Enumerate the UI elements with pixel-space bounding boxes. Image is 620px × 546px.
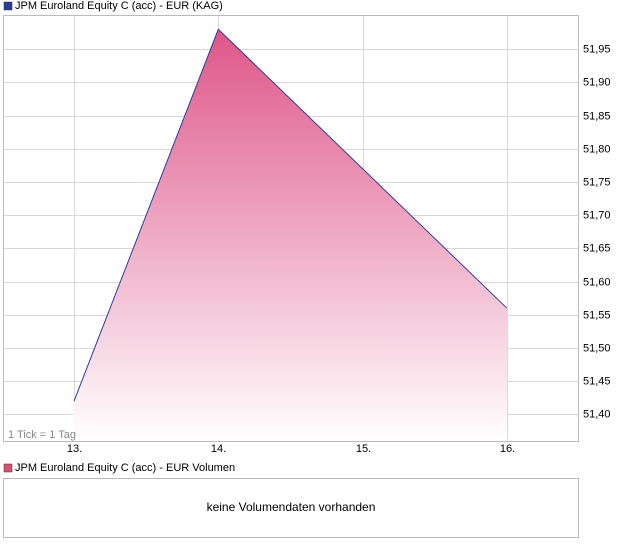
y-tick-label: 51,55	[583, 309, 611, 321]
volume-panel	[3, 478, 579, 538]
y-tick-label: 51,75	[583, 176, 611, 188]
y-tick-label: 51,45	[583, 375, 611, 387]
legend-swatch	[3, 1, 13, 11]
tick-note: 1 Tick = 1 Tag	[8, 429, 76, 441]
y-tick-label: 51,70	[583, 209, 611, 221]
legend-label: JPM Euroland Equity C (acc) - EUR (KAG)	[15, 0, 223, 12]
x-tick-label: 16.	[500, 443, 515, 455]
y-tick-label: 51,65	[583, 242, 611, 254]
area-fill	[74, 29, 507, 441]
x-tick-label: 14.	[211, 443, 226, 455]
y-tick-label: 51,60	[583, 276, 611, 288]
y-tick-label: 51,90	[583, 76, 611, 88]
line	[73, 28, 508, 402]
volume-legend-label: JPM Euroland Equity C (acc) - EUR Volume…	[15, 462, 235, 474]
y-tick-label: 51,80	[583, 143, 611, 155]
y-tick-label: 51,40	[583, 408, 611, 420]
y-tick-label: 51,85	[583, 110, 611, 122]
y-tick-label: 51,95	[583, 43, 611, 55]
x-tick-label: 13.	[67, 443, 82, 455]
volume-message: keine Volumendaten vorhanden	[207, 500, 376, 514]
y-tick-label: 51,50	[583, 342, 611, 354]
volume-legend-swatch	[3, 463, 13, 473]
x-tick-label: 15.	[356, 443, 371, 455]
